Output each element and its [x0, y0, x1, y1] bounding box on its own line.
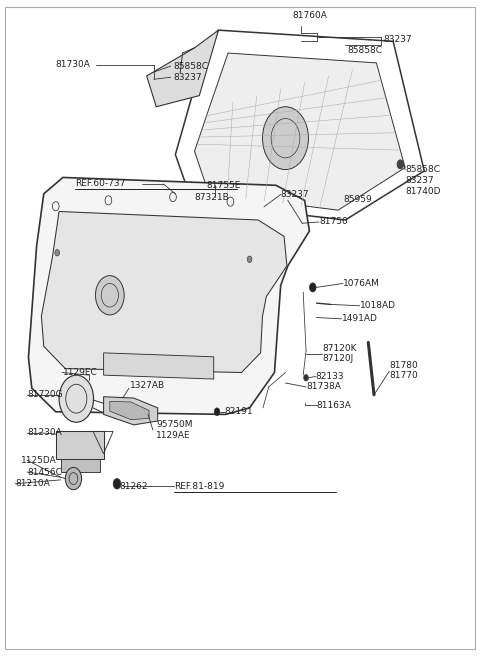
- Circle shape: [310, 283, 316, 292]
- Text: 85858C: 85858C: [348, 46, 383, 55]
- Text: 85959: 85959: [343, 195, 372, 204]
- Circle shape: [214, 408, 220, 416]
- Text: 81760A: 81760A: [292, 11, 327, 20]
- Polygon shape: [60, 459, 100, 472]
- Polygon shape: [147, 30, 218, 107]
- Text: 81738A: 81738A: [306, 382, 341, 392]
- Text: 81262: 81262: [120, 482, 148, 491]
- Polygon shape: [28, 177, 310, 415]
- Text: 1076AM: 1076AM: [343, 279, 380, 288]
- Circle shape: [263, 107, 309, 170]
- Polygon shape: [194, 53, 405, 210]
- Text: 83237: 83237: [173, 73, 202, 82]
- Circle shape: [247, 256, 252, 262]
- Text: 81163A: 81163A: [317, 401, 351, 410]
- Polygon shape: [104, 397, 157, 425]
- Circle shape: [96, 276, 124, 315]
- Text: 82133: 82133: [316, 372, 344, 381]
- Text: 81755E: 81755E: [206, 181, 241, 190]
- Polygon shape: [56, 432, 104, 459]
- Text: 1125DA: 1125DA: [21, 456, 57, 464]
- Text: 82191: 82191: [225, 407, 253, 417]
- Circle shape: [65, 468, 82, 489]
- Circle shape: [55, 249, 60, 256]
- Text: 81456C: 81456C: [27, 468, 62, 476]
- Text: 83237: 83237: [384, 35, 412, 45]
- Text: 1491AD: 1491AD: [341, 314, 377, 323]
- Text: 1018AD: 1018AD: [360, 301, 396, 310]
- Text: 81770: 81770: [389, 371, 418, 380]
- Circle shape: [59, 375, 94, 422]
- Text: 81230A: 81230A: [27, 428, 62, 438]
- Text: 87120K: 87120K: [323, 344, 357, 354]
- Text: 81720G: 81720G: [27, 390, 63, 400]
- Text: 81740D: 81740D: [405, 188, 441, 196]
- Polygon shape: [41, 211, 287, 373]
- Circle shape: [113, 479, 121, 489]
- Text: 81730A: 81730A: [56, 60, 91, 70]
- Polygon shape: [110, 401, 149, 420]
- Circle shape: [304, 375, 309, 381]
- Text: 87120J: 87120J: [323, 354, 354, 363]
- Text: 87321B: 87321B: [194, 193, 229, 201]
- Bar: [215, 207, 251, 223]
- Text: 83237: 83237: [281, 190, 309, 199]
- Text: 81210A: 81210A: [15, 480, 50, 488]
- Text: 1327AB: 1327AB: [130, 381, 165, 390]
- Text: 1129AE: 1129AE: [156, 431, 191, 440]
- Circle shape: [397, 160, 404, 169]
- Text: 85858C: 85858C: [173, 62, 208, 71]
- Text: 95750M: 95750M: [156, 420, 193, 430]
- Text: 83237: 83237: [405, 176, 434, 184]
- Text: 1129EC: 1129EC: [63, 368, 97, 377]
- Text: REF.60-737: REF.60-737: [75, 180, 125, 188]
- Text: REF.81-819: REF.81-819: [174, 482, 224, 491]
- Polygon shape: [104, 353, 214, 379]
- Text: 85858C: 85858C: [405, 165, 440, 174]
- Text: 81780: 81780: [389, 361, 418, 371]
- Text: 81750: 81750: [319, 217, 348, 226]
